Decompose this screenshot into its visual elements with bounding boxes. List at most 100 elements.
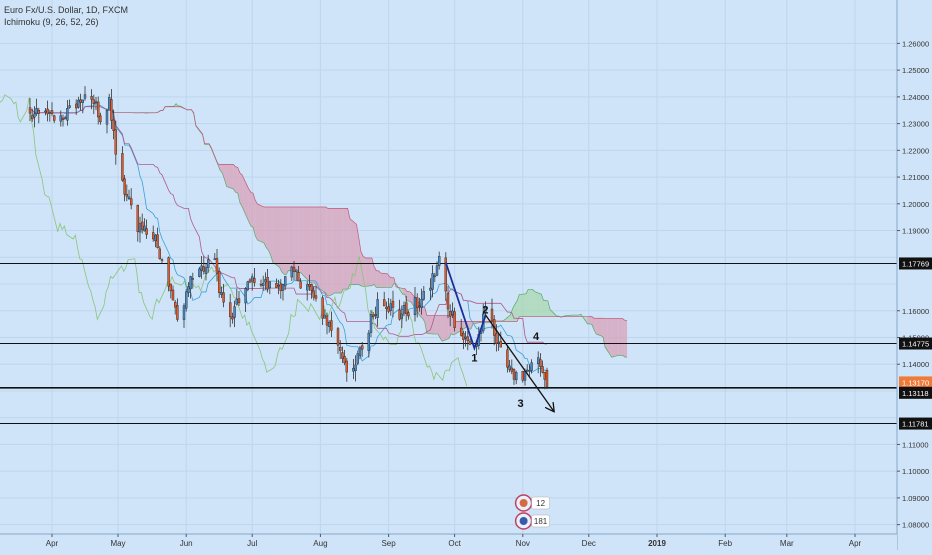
candle-body	[51, 110, 53, 113]
candle-body	[106, 110, 108, 124]
price-tick-label: 1.09000	[902, 494, 929, 503]
candle-body	[315, 296, 317, 299]
candle-body	[522, 371, 524, 380]
time-tick-label: Aug	[313, 539, 327, 548]
indicator-title: Ichimoku (9, 26, 52, 26)	[4, 16, 128, 28]
cloud-segment	[297, 207, 299, 272]
candle-body	[280, 284, 282, 291]
candle-body	[282, 284, 284, 290]
event-bubble-count: 181	[534, 517, 548, 526]
cloud-segment	[319, 207, 326, 293]
candle-body	[176, 305, 178, 319]
candle-body	[385, 307, 387, 309]
candle-body	[251, 277, 253, 281]
cloud-segment	[255, 200, 257, 240]
cloud-segment	[543, 300, 545, 316]
candle-body	[539, 359, 541, 366]
candle-body	[99, 116, 101, 122]
time-tick-label: May	[110, 539, 125, 548]
cloud-segment	[403, 288, 405, 294]
candle-body	[542, 367, 544, 373]
candle-body	[322, 298, 324, 318]
candle-body	[355, 365, 357, 371]
cloud-segment	[284, 207, 286, 275]
candle-body	[339, 347, 341, 350]
candle-body	[174, 302, 176, 307]
cloud-segment	[436, 315, 438, 334]
candle-body	[223, 293, 225, 303]
candle-body	[405, 303, 407, 314]
candle-body	[511, 368, 513, 371]
candle-body	[368, 333, 370, 351]
cloud-segment	[334, 208, 341, 293]
candle-body	[462, 333, 464, 340]
candle-body	[36, 108, 38, 113]
candle-body	[159, 249, 161, 259]
candle-body	[434, 276, 436, 277]
candle-body	[498, 342, 500, 343]
candle-body	[295, 270, 297, 272]
candle-body	[284, 276, 286, 286]
price-tick-label: 1.10000	[902, 467, 929, 476]
time-tick-label: 2019	[648, 539, 666, 548]
price-tick-label: 1.11000	[902, 440, 929, 449]
candle-body	[93, 100, 95, 104]
time-tick-label: Jul	[247, 539, 257, 548]
cloud-segment	[376, 271, 378, 288]
cloud-segment	[389, 277, 391, 288]
candle-body	[313, 291, 315, 297]
candle-body	[130, 199, 132, 205]
cloud-segment	[451, 315, 453, 334]
candle-body	[137, 205, 139, 232]
candle-body	[495, 334, 497, 344]
price-tick-label: 1.16000	[902, 307, 929, 316]
cloud-segment	[286, 207, 288, 275]
candle-body	[260, 284, 262, 285]
candle-body	[392, 301, 394, 307]
candle-body	[126, 194, 128, 196]
cloud-segment	[315, 207, 317, 288]
event-bubble-icon	[520, 517, 528, 525]
price-tick-label: 1.26000	[902, 39, 929, 48]
price-axis[interactable]: 1.260001.250001.240001.230001.220001.210…	[897, 0, 932, 550]
candle-body	[262, 283, 264, 285]
candle-body	[231, 317, 233, 319]
candle-body	[152, 233, 154, 239]
cloud-segment	[251, 192, 253, 227]
cloud-segment	[455, 321, 457, 334]
candle-body	[146, 229, 148, 235]
chart-legend: Euro Fx/U.S. Dollar, 1D, FXCM Ichimoku (…	[4, 4, 128, 28]
candle-body	[291, 267, 293, 277]
candle-body	[245, 289, 247, 304]
cloud-segment	[532, 289, 534, 316]
candle-body	[62, 118, 64, 120]
time-tick-label: Oct	[448, 539, 461, 548]
price-tick-label: 1.17769	[902, 259, 929, 268]
candle-body	[69, 106, 71, 108]
candle-body	[82, 100, 84, 103]
candle-body	[264, 279, 266, 282]
candle-body	[418, 306, 420, 307]
candle-body	[370, 314, 372, 332]
candle-body	[491, 309, 493, 321]
cloud-segment	[625, 320, 627, 357]
candle-body	[47, 109, 49, 114]
candle-body	[275, 283, 277, 287]
candle-body	[33, 114, 35, 117]
candle-body	[183, 306, 185, 320]
price-tick-label: 1.19000	[902, 227, 929, 236]
price-tick-label: 1.21000	[902, 173, 929, 182]
candle-body	[66, 108, 68, 120]
cloud-segment	[609, 319, 611, 358]
price-tick-label: 1.22000	[902, 146, 929, 155]
candle-body	[192, 278, 194, 279]
candle-body	[449, 311, 451, 316]
price-tick-label: 1.24000	[902, 93, 929, 102]
candle-body	[341, 353, 343, 359]
candle-body	[207, 260, 209, 268]
candle-body	[528, 370, 530, 371]
cloud-segment	[365, 258, 372, 286]
